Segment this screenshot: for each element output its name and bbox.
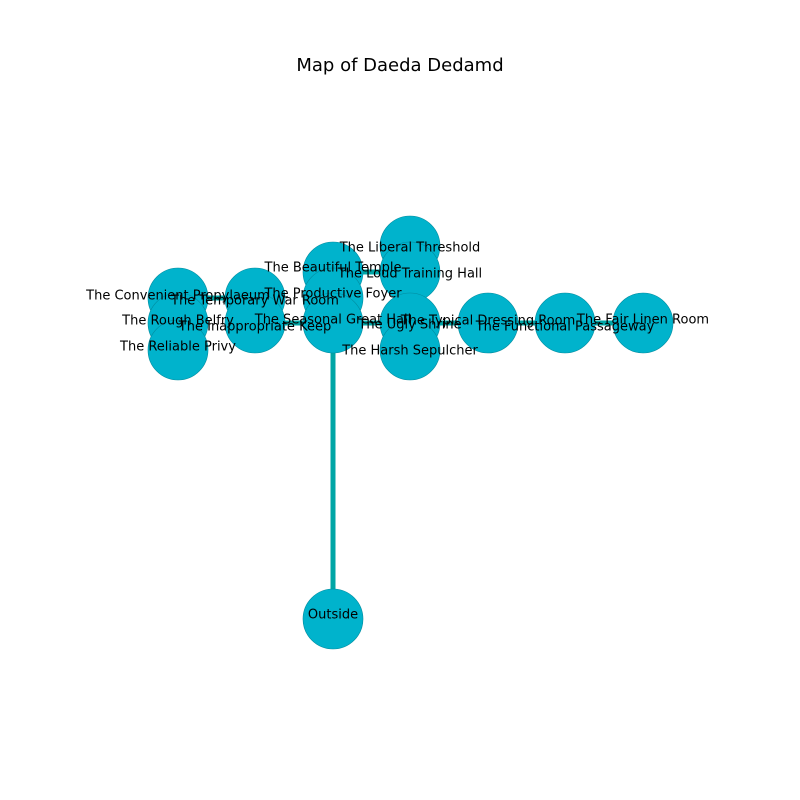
room-node-seasonal-great-hall	[302, 292, 364, 354]
room-node-harsh-sepulcher	[379, 319, 441, 381]
room-label-liberal-threshold: The Liberal Threshold	[339, 241, 481, 256]
room-label-loud-training-hall: The Loud Training Hall	[337, 267, 482, 282]
room-label-inappropriate-keep: The Inappropriate Keep	[178, 320, 331, 335]
room-node-outside	[302, 588, 364, 650]
room-node-typical-dressing-room	[457, 292, 519, 354]
room-node-fair-linen-room	[612, 292, 674, 354]
room-label-reliable-privy: The Reliable Privy	[119, 340, 236, 355]
room-node-inappropriate-keep	[224, 292, 286, 354]
room-node-reliable-privy	[147, 319, 209, 381]
room-label-ugly-shrine: The Ugly Shrine	[357, 318, 461, 333]
room-node-functional-passageway	[534, 292, 596, 354]
room-label-fair-linen-room: The Fair Linen Room	[576, 313, 709, 328]
room-label-rough-belfry: The Rough Belfry	[121, 314, 234, 329]
room-label-productive-foyer: The Productive Foyer	[263, 287, 402, 302]
room-label-outside: Outside	[308, 608, 358, 623]
room-label-functional-passageway: The Functional Passageway	[475, 320, 655, 335]
map-labels: The Liberal Threshold The Loud Training H…	[85, 241, 709, 623]
room-label-beautiful-temple: The Beautiful Temple	[264, 261, 402, 276]
room-label-temporary-war-room: The Temporary War Room	[170, 294, 339, 309]
map-title: Map of Daeda Dedamd	[296, 55, 504, 76]
room-label-harsh-sepulcher: The Harsh Sepulcher	[341, 344, 478, 359]
room-label-convenient-propylaeum: The Convenient Propylaeum	[85, 289, 270, 304]
map-nodes	[147, 215, 674, 650]
room-label-seasonal-great-hall: The Seasonal Great Hall	[254, 313, 412, 328]
room-label-typical-dressing-room: The Typical Dressing Room	[400, 314, 576, 329]
